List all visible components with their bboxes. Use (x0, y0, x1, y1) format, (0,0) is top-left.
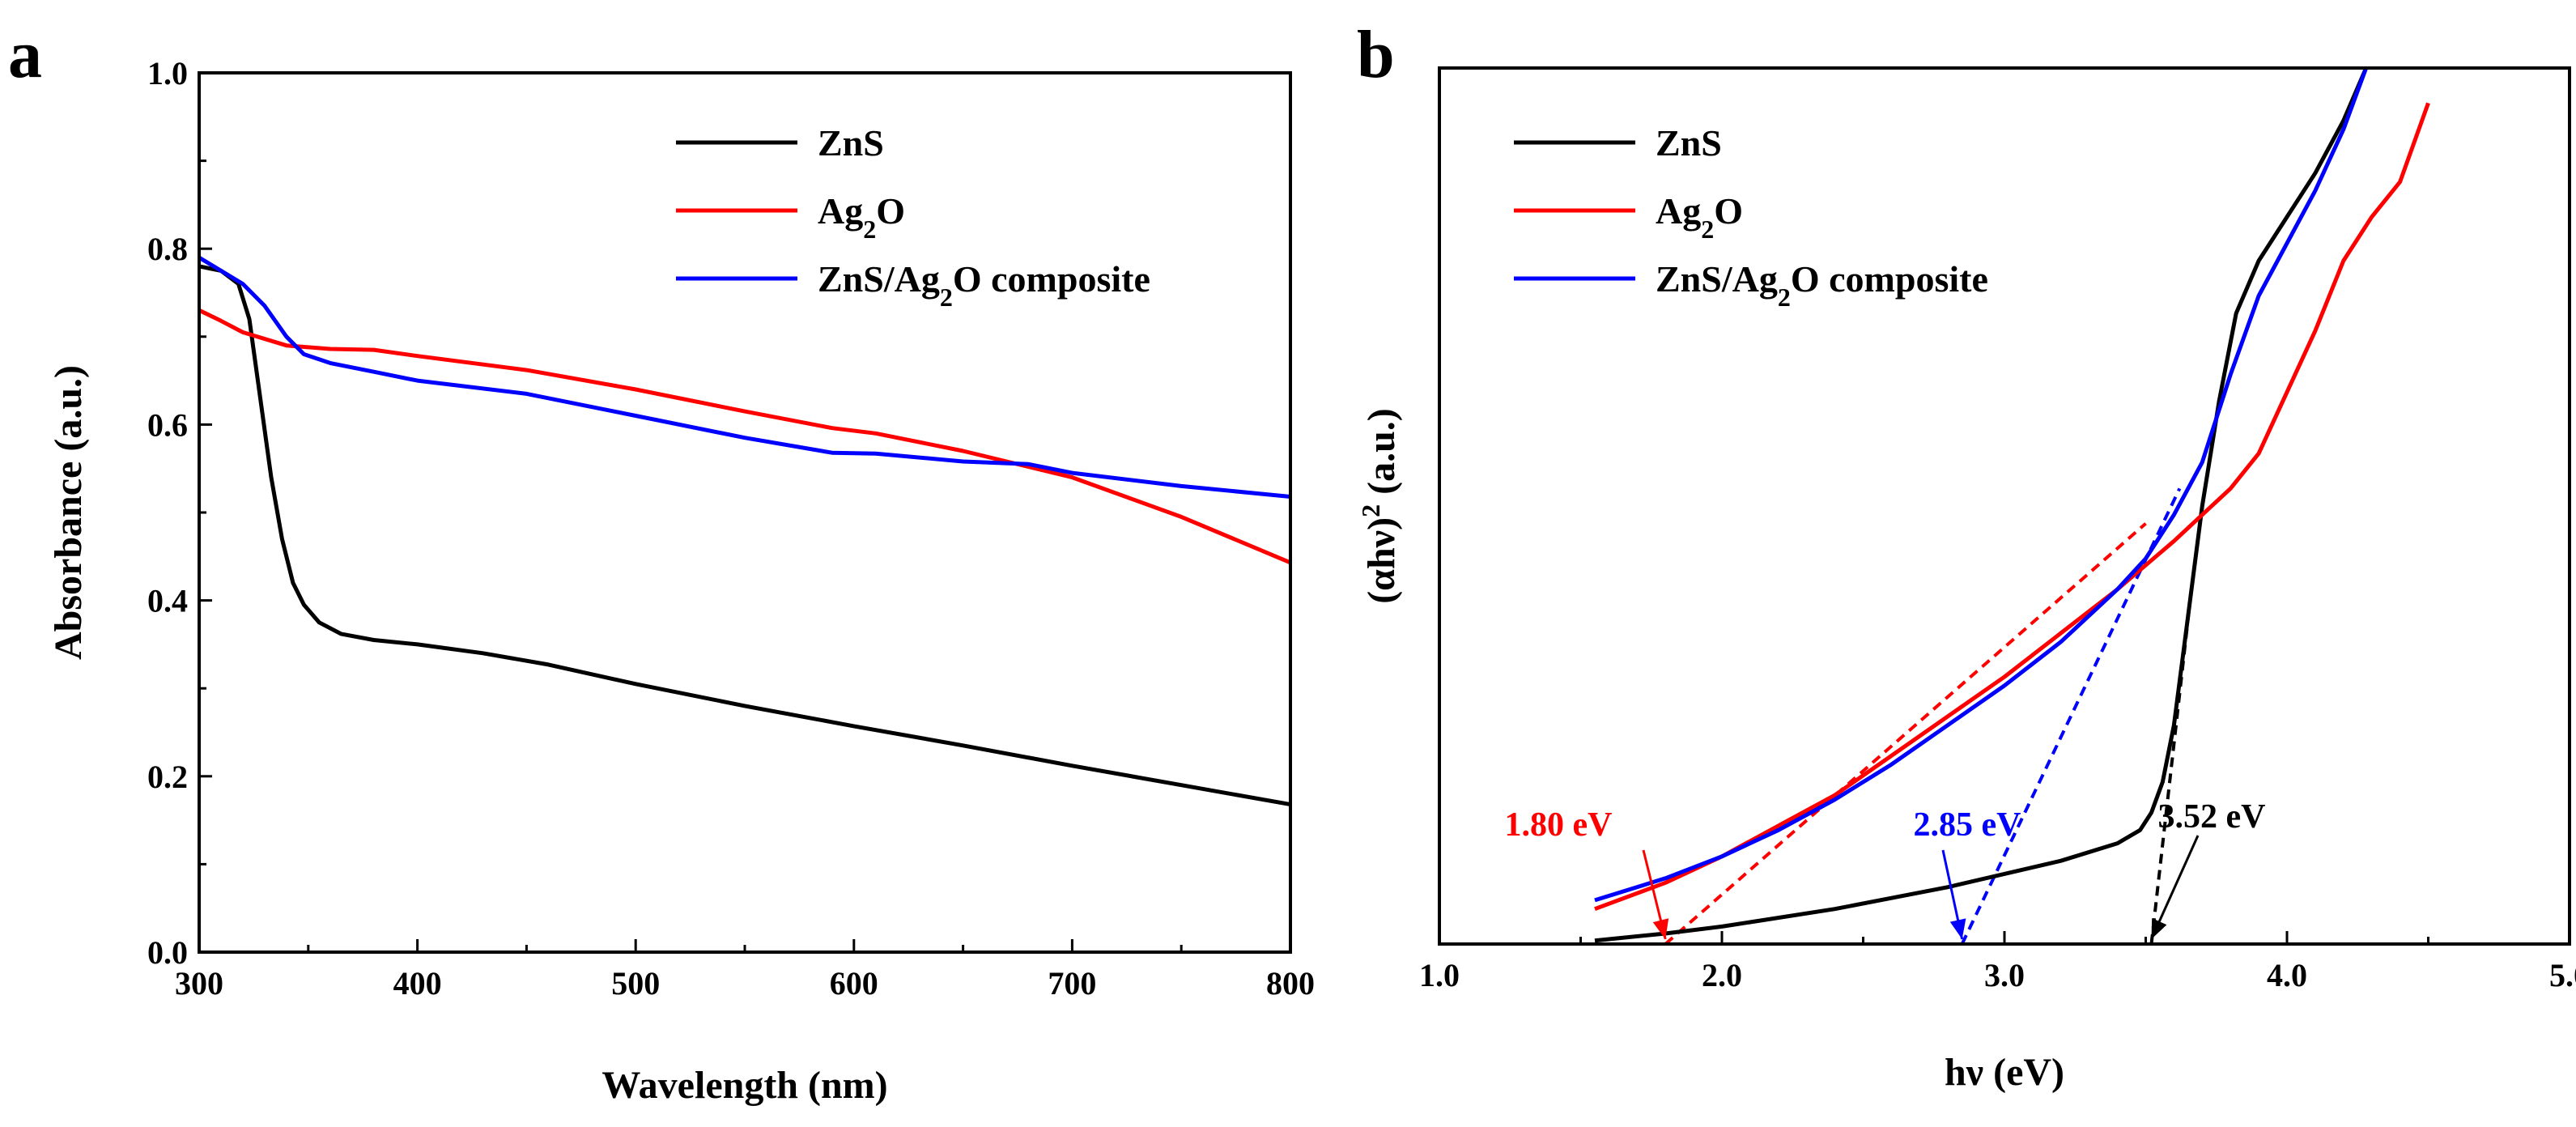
annotation-2-85-ev: 2.85 eV (1914, 806, 2021, 844)
x-tick-label: 500 (611, 965, 660, 1002)
chart-a-x-axis-label: Wavelength (nm) (601, 1064, 887, 1107)
chart-a-legend: ZnS Ag2O ZnS/Ag2O composite (676, 122, 1150, 312)
series-line-zns-ag2o-composite (198, 255, 1291, 499)
annotation-arrow-head (1652, 918, 1669, 939)
chart-b-y-axis-label: (αhν)2 (a.u.) (1356, 408, 1403, 604)
x-tick-label: 4.0 (2267, 957, 2307, 993)
series-line-zns (1594, 67, 2368, 943)
x-tick-label: 600 (830, 965, 878, 1002)
x-tick-label: 5.0 (2549, 957, 2576, 993)
panel-b-letter: b (1357, 17, 1395, 92)
y-tick-label: 0.0 (147, 934, 188, 971)
series-line-zns-ag2o-composite (1594, 67, 2369, 903)
chart-b: 1.0 2.0 3.0 4.0 5.0 ZnS Ag2O ZnS/Ag2O composit… (1356, 66, 2576, 1094)
chart-a: 300 400 500 600 700 800 0.0 0.2 0.4 0.6 0.8 1.0 ZnS… (47, 55, 1315, 1107)
legend-label-zns: ZnS (818, 122, 884, 164)
tangent-line-zns-ag2o-composite (1960, 487, 2182, 945)
legend-label-ag2o: Ag2O (1656, 190, 1743, 244)
annotation-3-52-ev: 3.52 eV (2158, 798, 2266, 836)
chart-a-y-axis-label: Absorbance (a.u.) (47, 365, 90, 660)
chart-b-annotations: 1.80 eV 2.85 eV 3.52 eV (1505, 798, 2266, 940)
chart-b-tangent-lines (1664, 487, 2193, 946)
x-tick-label: 800 (1266, 965, 1315, 1002)
x-tick-label: 700 (1048, 965, 1096, 1002)
y-tick-label: 0.2 (147, 759, 188, 795)
x-tick-label: 2.0 (1702, 957, 1742, 993)
legend-label-zns-ag2o-composite: ZnS/Ag2O composite (818, 258, 1150, 312)
chart-b-ticks: 1.0 2.0 3.0 4.0 5.0 (1419, 931, 2576, 993)
legend-label-ag2o: Ag2O (818, 190, 905, 244)
legend-label-zns-ag2o-composite: ZnS/Ag2O composite (1656, 258, 1988, 312)
y-tick-label: 0.6 (147, 406, 188, 443)
series-line-zns (198, 264, 1291, 807)
annotation-1-80-ev: 1.80 eV (1505, 806, 1613, 844)
annotation-arrow-head (2151, 918, 2167, 939)
x-tick-label: 3.0 (1984, 957, 2025, 993)
panel-a-letter: a (8, 17, 42, 92)
x-tick-label: 1.0 (1419, 957, 1460, 993)
chart-b-legend: ZnS Ag2O ZnS/Ag2O composite (1514, 122, 1988, 312)
chart-b-frame (1438, 66, 2571, 946)
x-tick-label: 300 (175, 965, 223, 1002)
series-line-ag2o (1594, 102, 2430, 912)
chart-a-ticks: 300 400 500 600 700 800 0.0 0.2 0.4 0.6 0.8 1.0 (147, 55, 1315, 1002)
x-tick-label: 400 (393, 965, 442, 1002)
y-tick-label: 0.8 (147, 231, 188, 267)
y-tick-label: 1.0 (147, 55, 188, 91)
annotation-arrow-head (1949, 918, 1966, 939)
chart-a-frame (198, 71, 1292, 954)
chart-b-series-layer (1594, 67, 2430, 943)
chart-b-x-axis-label: hν (eV) (1945, 1051, 2064, 1094)
legend-label-zns: ZnS (1656, 122, 1722, 164)
tangent-line-ag2o (1664, 522, 2147, 946)
chart-a-series-layer (198, 255, 1291, 807)
y-tick-label: 0.4 (147, 583, 188, 619)
